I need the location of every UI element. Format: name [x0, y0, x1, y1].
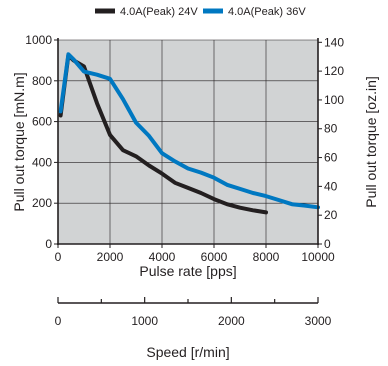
speed-axis: 0 1000 2000 3000 — [55, 297, 332, 328]
y2-tick-label: 80 — [324, 122, 338, 136]
y-tick-label: 800 — [32, 74, 52, 88]
y2-tick-label: 140 — [324, 35, 344, 49]
plot-area — [58, 40, 318, 244]
y2-tick-label: 100 — [324, 93, 344, 107]
x-axis-title: Pulse rate [pps] — [139, 263, 236, 279]
y-tick-label: 1000 — [25, 33, 52, 47]
series-group — [58, 52, 320, 215]
y2-tick-label: 60 — [324, 151, 338, 165]
speed-tick-label: 2000 — [218, 314, 245, 328]
axes: 0 2000 4000 6000 8000 10000020040060080010000… — [25, 33, 344, 264]
series-line-1 — [58, 53, 268, 215]
speed-tick-label: 0 — [55, 314, 62, 328]
y-tick-label: 400 — [32, 155, 52, 169]
x-tick-label: 0 — [55, 250, 62, 264]
x-tick-label: 10000 — [301, 250, 335, 264]
speed-tick-label: 1000 — [131, 314, 158, 328]
y2-tick-label: 120 — [324, 64, 344, 78]
y2-tick-label: 20 — [324, 208, 338, 222]
x-tick-label: 8000 — [253, 250, 280, 264]
speed-tick-label: 3000 — [305, 314, 332, 328]
legend: 4.0A(Peak) 24V 4.0A(Peak) 36V — [95, 6, 306, 18]
series-line-2 — [58, 52, 320, 210]
y-tick-label: 200 — [32, 196, 52, 210]
y-tick-label: 0 — [45, 237, 52, 251]
grid — [57, 39, 319, 245]
y2-tick-label: 40 — [324, 179, 338, 193]
x-tick-label: 6000 — [201, 250, 228, 264]
y-tick-label: 600 — [32, 115, 52, 129]
y2-tick-label: 0 — [324, 237, 331, 251]
y2-axis-title: Pull out torque [oz.in] — [363, 76, 379, 208]
legend-label-2: 4.0A(Peak) 36V — [228, 6, 306, 18]
y-axis-title: Pull out torque [mN.m] — [11, 72, 27, 211]
x-tick-label: 2000 — [97, 250, 124, 264]
legend-label-1: 4.0A(Peak) 24V — [120, 6, 198, 18]
speed-axis-title: Speed [r/min] — [146, 344, 229, 360]
x-tick-label: 4000 — [149, 250, 176, 264]
